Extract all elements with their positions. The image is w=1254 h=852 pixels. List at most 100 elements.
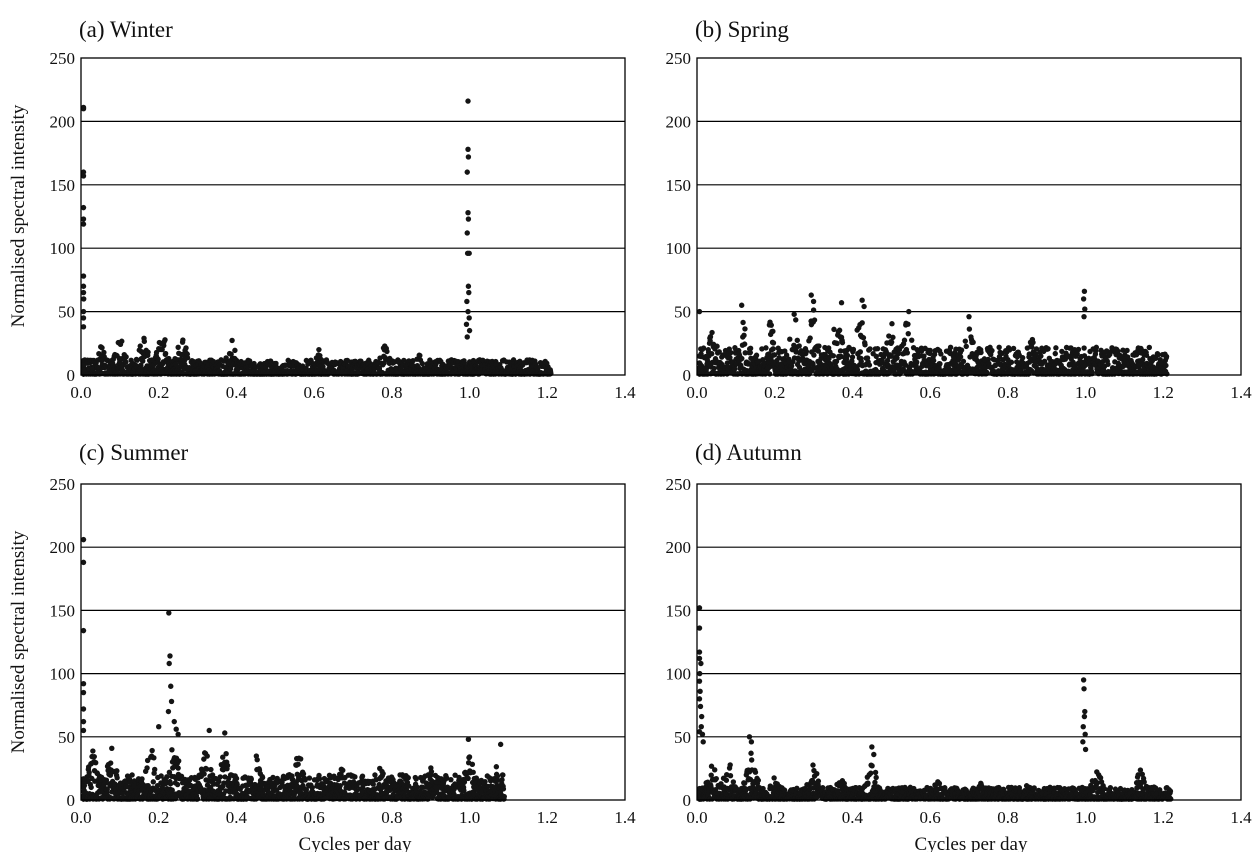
data-point: [904, 350, 911, 356]
data-point: [723, 777, 730, 783]
data-point: [171, 718, 177, 725]
data-point: [742, 350, 748, 356]
y-tick-label: 250: [50, 49, 76, 68]
data-point: [713, 775, 719, 782]
data-point: [229, 337, 235, 344]
data-point: [194, 796, 201, 802]
data-point: [941, 356, 948, 362]
data-point: [859, 320, 865, 326]
data-point: [80, 216, 87, 222]
data-point: [727, 762, 733, 768]
data-point: [1010, 345, 1017, 352]
data-point: [727, 773, 734, 779]
data-point: [461, 360, 468, 366]
data-point: [937, 361, 943, 367]
x-tick-label: 0.2: [764, 383, 785, 402]
data-point: [766, 351, 772, 357]
data-point: [501, 793, 507, 800]
data-point: [380, 770, 386, 777]
data-point: [752, 769, 759, 775]
data-point: [80, 173, 87, 179]
data-point: [1074, 350, 1080, 357]
data-point: [740, 319, 746, 326]
data-point: [300, 771, 307, 777]
data-point: [155, 356, 161, 362]
x-tick-label: 0.6: [304, 383, 325, 402]
data-point: [465, 98, 471, 104]
data-point: [709, 329, 715, 336]
y-tick-label: 50: [674, 303, 691, 322]
data-point: [1053, 345, 1059, 351]
data-point: [184, 355, 191, 361]
data-point: [1124, 354, 1131, 360]
data-point: [1140, 356, 1146, 363]
data-point: [107, 760, 114, 766]
x-tick-label: 0.2: [148, 383, 169, 402]
y-tick-label: 0: [67, 366, 76, 385]
data-point: [836, 327, 843, 333]
data-points: [696, 288, 1170, 377]
x-tick-label: 0.8: [997, 383, 1018, 402]
data-point: [352, 774, 358, 780]
data-point: [1019, 355, 1026, 361]
data-point: [1081, 345, 1087, 351]
data-point: [134, 357, 140, 363]
data-point: [81, 296, 87, 302]
x-tick-label: 1.0: [459, 808, 480, 827]
data-point: [206, 727, 212, 734]
y-tick-label: 100: [666, 239, 692, 258]
data-point: [1115, 348, 1121, 354]
data-point: [938, 351, 944, 357]
data-point: [857, 349, 864, 355]
gridlines: [697, 120, 1241, 313]
data-point: [248, 776, 254, 782]
data-point: [770, 328, 776, 335]
data-point: [707, 334, 714, 340]
data-point: [803, 348, 810, 355]
data-point: [905, 330, 911, 337]
data-point: [201, 771, 207, 777]
data-point: [894, 355, 900, 361]
data-point: [166, 610, 172, 616]
data-point: [874, 345, 881, 352]
data-point: [796, 343, 802, 349]
data-point: [738, 302, 745, 308]
data-point: [180, 337, 186, 343]
data-point: [770, 340, 777, 346]
x-tick-label: 1.0: [1075, 383, 1096, 402]
data-point: [770, 346, 776, 352]
data-point: [815, 348, 822, 354]
data-point: [233, 775, 240, 782]
panel-title: (a) Winter: [79, 17, 173, 42]
data-point: [316, 776, 323, 782]
data-point: [463, 321, 470, 327]
data-point: [731, 366, 738, 372]
data-point: [728, 349, 734, 356]
data-point: [834, 340, 840, 347]
data-points: [696, 605, 1174, 802]
data-point: [787, 336, 793, 342]
data-point: [151, 766, 158, 773]
data-point: [169, 787, 175, 793]
x-tick-labels: 0.0 0.2 0.4 0.6 0.8 1.0 1.2 1.4: [686, 383, 1252, 402]
data-point: [185, 788, 192, 794]
data-point: [807, 335, 813, 341]
data-point: [808, 292, 814, 298]
data-point: [103, 777, 110, 783]
data-point: [428, 768, 435, 775]
plot-frame: [80, 483, 626, 801]
data-point: [384, 348, 390, 355]
data-point: [101, 349, 107, 356]
data-point: [80, 283, 87, 289]
data-point: [390, 791, 396, 798]
data-point: [709, 351, 715, 357]
data-point: [167, 653, 173, 659]
data-point: [858, 358, 864, 365]
data-point: [297, 789, 304, 795]
data-point: [771, 775, 777, 781]
x-tick-label: 0.6: [920, 383, 941, 402]
x-tick-labels: 0.0 0.2 0.4 0.6 0.8 1.0 1.2 1.4: [70, 808, 636, 827]
